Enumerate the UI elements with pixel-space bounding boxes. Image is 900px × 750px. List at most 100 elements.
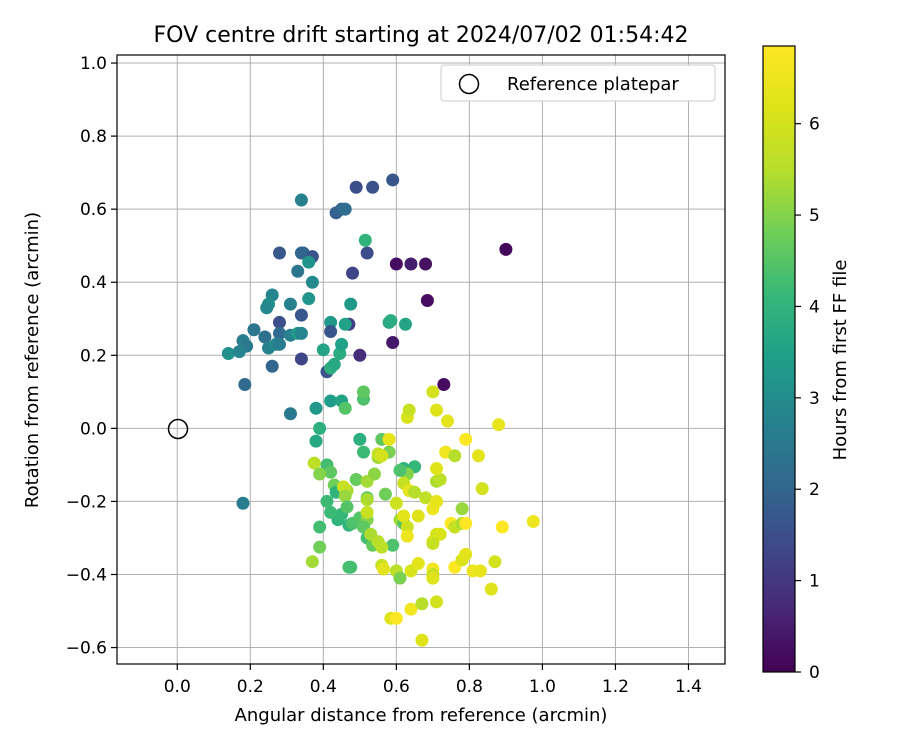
data-point [455, 502, 469, 516]
data-point [400, 529, 414, 543]
data-point [430, 403, 444, 417]
x-tick-label: 0.2 [237, 677, 264, 697]
data-point [495, 520, 509, 534]
data-point [260, 301, 274, 315]
data-point [236, 496, 250, 510]
data-point [313, 520, 327, 534]
data-point [324, 325, 338, 339]
y-tick-label: 0.8 [80, 127, 107, 147]
data-point [258, 330, 272, 344]
colorbar-tick-label: 3 [809, 389, 820, 409]
x-tick-label: 0.4 [310, 677, 337, 697]
data-point [472, 449, 486, 463]
data-point [338, 489, 352, 503]
x-tick-label: 0.8 [456, 677, 483, 697]
legend-label: Reference platepar [507, 74, 679, 95]
data-point [433, 527, 447, 541]
plot-frame [116, 54, 726, 665]
data-point [338, 317, 352, 331]
data-point [324, 465, 338, 479]
legend-box [440, 64, 716, 102]
data-point [377, 562, 391, 576]
reference-point-marker [167, 418, 189, 440]
data-point [283, 407, 297, 421]
colorbar-tick-label: 5 [809, 206, 820, 226]
data-point [430, 462, 444, 476]
data-point [366, 180, 380, 194]
data-point [389, 496, 403, 510]
data-point [307, 456, 321, 470]
data-point [360, 505, 374, 519]
x-tick-label: 1.2 [602, 677, 629, 697]
data-point [360, 246, 374, 260]
data-point [265, 359, 279, 373]
colorbar: 0 1 2 3 4 5 6 Hours from first FF file [762, 45, 851, 683]
colorbar-tick-label: 0 [809, 663, 820, 683]
data-point [393, 571, 407, 585]
data-point [272, 337, 286, 351]
data-point [313, 421, 327, 435]
data-point [378, 487, 392, 501]
data-point [415, 633, 429, 647]
data-point [400, 520, 414, 534]
data-point [232, 345, 246, 359]
data-point [433, 473, 447, 487]
data-point [294, 326, 308, 340]
data-point [386, 173, 400, 187]
data-point [344, 297, 358, 311]
data-point [324, 394, 338, 408]
data-point [404, 602, 418, 616]
data-point [238, 378, 252, 392]
data-point [294, 193, 308, 207]
data-point [294, 352, 308, 366]
y-tick-label: 0.6 [80, 200, 107, 220]
y-tick-label: 1.0 [80, 54, 107, 74]
data-point [386, 538, 400, 552]
chart-title: FOV centre drift starting at 2024/07/02 … [154, 23, 689, 48]
y-tick-label: 0.2 [80, 346, 107, 366]
data-point [419, 491, 433, 505]
data-point [386, 336, 400, 350]
data-point [440, 414, 454, 428]
data-point [389, 611, 403, 625]
x-tick-label: 0.0 [164, 677, 191, 697]
colorbar-ticks: 0 1 2 3 4 5 6 [795, 115, 820, 683]
data-point [415, 597, 429, 611]
data-point [499, 242, 513, 256]
data-point [346, 266, 360, 280]
data-point [448, 449, 462, 463]
data-point [349, 180, 363, 194]
data-point [358, 233, 372, 247]
x-tick-label: 1.0 [529, 677, 556, 697]
data-point [313, 467, 327, 481]
data-point [309, 401, 323, 415]
data-point [420, 293, 434, 307]
data-point [408, 485, 422, 499]
data-point [353, 432, 367, 446]
data-point [247, 323, 261, 337]
data-point [272, 315, 286, 329]
data-point [492, 418, 506, 432]
data-point [526, 515, 540, 529]
grid-lines [117, 55, 725, 664]
data-point [488, 555, 502, 569]
legend: Reference platepar [440, 64, 716, 102]
data-point [302, 292, 316, 306]
data-point [360, 493, 374, 507]
y-axis-label: Rotation from reference (arcmin) [22, 212, 43, 508]
colorbar-tick-label: 2 [809, 480, 820, 500]
data-point [294, 308, 308, 322]
legend-marker-icon [458, 73, 480, 95]
x-axis-ticks: 0.0 0.2 0.4 0.6 0.8 1.0 1.2 1.4 [164, 664, 702, 697]
data-points [221, 173, 540, 647]
data-point [327, 357, 341, 371]
data-point [430, 494, 444, 508]
x-tick-label: 0.6 [383, 677, 410, 697]
data-point [384, 314, 398, 328]
data-point [459, 516, 473, 530]
data-point [309, 434, 323, 448]
data-point [340, 500, 354, 514]
data-point [349, 473, 363, 487]
data-point [316, 343, 330, 357]
